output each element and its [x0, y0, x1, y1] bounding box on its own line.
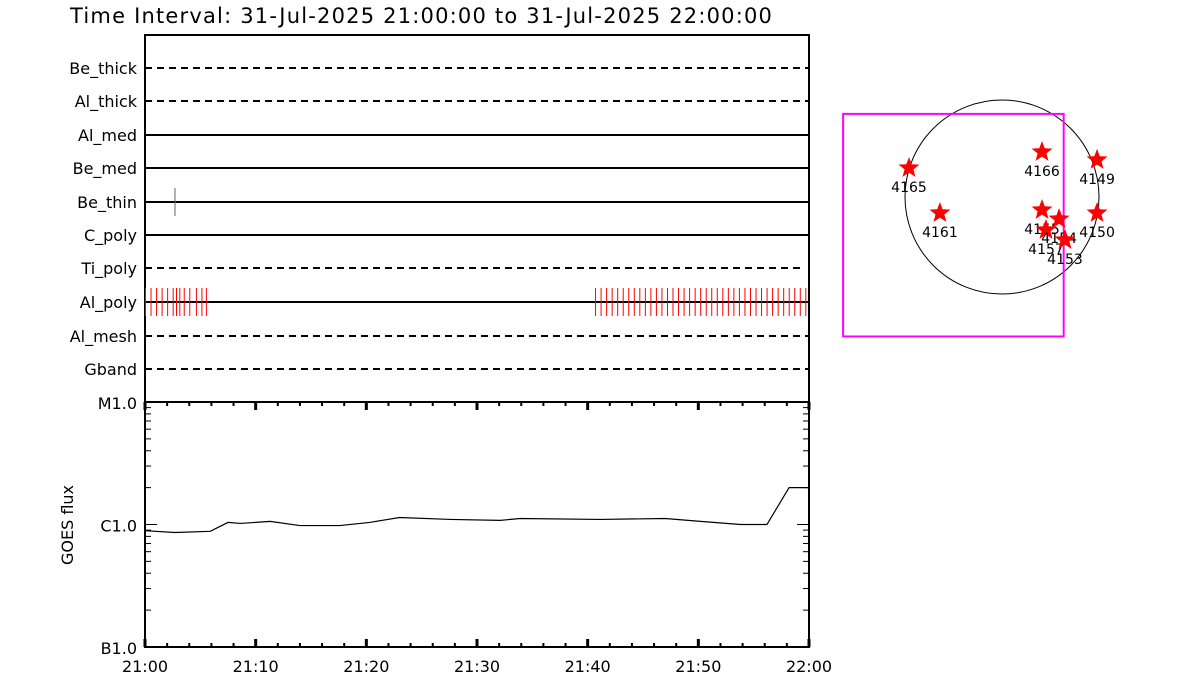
- chart-title: Time Interval: 31-Jul-2025 21:00:00 to 3…: [69, 4, 773, 28]
- row-label-be_thin: Be_thin: [77, 193, 137, 213]
- active-region-star-icon: [1048, 208, 1070, 228]
- timeline-frame: [144, 34, 810, 403]
- row-label-al_thick: Al_thick: [75, 92, 138, 112]
- y-tick-label: C1.0: [100, 517, 137, 536]
- goes-frame: [144, 401, 810, 648]
- x-tick-label: 21:40: [565, 657, 611, 676]
- goes-flux-series: [144, 487, 809, 534]
- row-label-al_med: Al_med: [78, 126, 137, 146]
- active-region-star-icon: [1035, 219, 1057, 239]
- solar-disk-map: 416541664149416141554157415441534150: [842, 99, 1115, 338]
- active-region-label: 4165: [891, 180, 927, 196]
- x-tick-label: 21:20: [343, 657, 389, 676]
- x-tick-label: 21:00: [122, 657, 168, 676]
- row-label-al_mesh: Al_mesh: [70, 327, 137, 347]
- active-region-star-icon: [1031, 141, 1053, 161]
- y-axis-label: GOES flux: [58, 485, 77, 565]
- row-label-be_med: Be_med: [73, 159, 137, 179]
- active-region-label: 4149: [1079, 172, 1115, 188]
- row-label-gband: Gband: [84, 360, 137, 379]
- active-region-label: 4161: [922, 225, 958, 241]
- goes-flux-panel: 21:00 21:10 21:20 21:30 21:40 21:50 22:00 B1.0 C…: [58, 394, 832, 676]
- x-tick-label: 22:00: [786, 657, 832, 676]
- y-tick-label: M1.0: [98, 394, 137, 413]
- solar-limb: [904, 99, 1100, 295]
- active-region-star-icon: [1086, 148, 1108, 169]
- active-region-star-icon: [1086, 202, 1108, 222]
- row-label-ti_poly: Ti_poly: [80, 259, 137, 279]
- x-tick-label: 21:30: [454, 657, 500, 676]
- active-region-label: 4150: [1079, 225, 1115, 241]
- row-label-be_thick: Be_thick: [69, 59, 137, 79]
- active-region-label: 4166: [1024, 164, 1060, 180]
- active-region-star-icon: [898, 157, 920, 177]
- y-tick-label: B1.0: [101, 639, 137, 658]
- active-region-star-icon: [1054, 229, 1076, 249]
- row-label-c_poly: C_poly: [84, 226, 137, 246]
- x-tick-label: 21:10: [233, 657, 279, 676]
- x-tick-label: 21:50: [675, 657, 721, 676]
- filter-timeline-panel: Be_thick Al_thick Al_med Be_med Be_thin C_pol…: [69, 34, 810, 403]
- active-region-label: 4153: [1047, 252, 1083, 268]
- active-region-star-icon: [929, 202, 951, 222]
- row-label-al_poly: Al_poly: [80, 293, 137, 313]
- active-region-star-icon: [1031, 199, 1053, 219]
- active-region-label: 4157: [1028, 242, 1064, 258]
